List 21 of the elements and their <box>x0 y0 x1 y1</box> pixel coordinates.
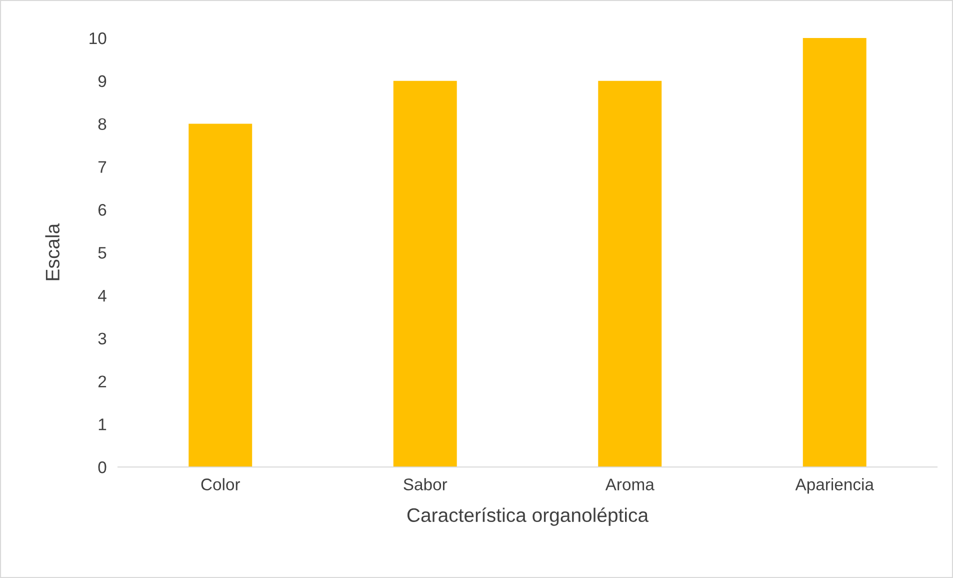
x-tick-label: Apariencia <box>795 478 874 494</box>
y-tick-label: 8 <box>98 118 106 130</box>
x-tick-label: Color <box>201 478 240 490</box>
y-tick-label: 3 <box>98 332 106 345</box>
y-tick-label: 9 <box>98 75 106 88</box>
y-tick-label: 4 <box>98 290 106 302</box>
bar <box>598 80 662 467</box>
y-tick-label: 5 <box>98 247 106 259</box>
y-tick-label: 6 <box>98 204 106 216</box>
bar <box>393 80 457 467</box>
x-tick-label: Aroma <box>605 478 654 490</box>
x-axis-title: Característica organoléptica <box>407 508 649 526</box>
bar <box>802 38 866 467</box>
y-axis-title: Escala <box>45 223 60 280</box>
x-tick-label: Sabor <box>404 478 448 490</box>
bar <box>188 124 252 467</box>
y-tick-label: 2 <box>98 376 106 388</box>
y-tick-label: 7 <box>98 161 106 173</box>
y-tick-label: 0 <box>98 461 106 474</box>
y-tick-label: 1 <box>98 418 106 430</box>
y-tick-label: 10 <box>90 32 106 44</box>
